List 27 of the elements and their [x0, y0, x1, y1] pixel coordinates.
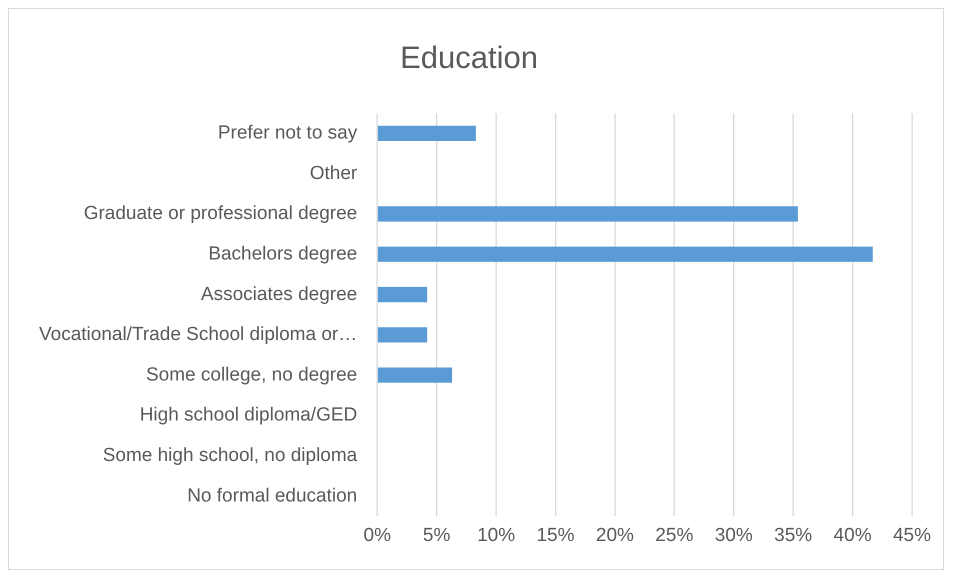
x-tick-label: 20%: [596, 524, 634, 546]
x-tick-label: 30%: [714, 524, 753, 546]
bar: [378, 286, 428, 302]
y-tick-label: No formal education: [187, 485, 358, 506]
x-tick-label: 45%: [892, 524, 932, 546]
x-tick-label: 10%: [477, 524, 516, 546]
y-tick-label: Bachelors degree: [208, 243, 358, 264]
x-tick-label: 35%: [774, 524, 812, 546]
y-tick-label: Prefer not to say: [218, 122, 358, 144]
bar: [378, 246, 873, 262]
x-tick-label: 15%: [536, 524, 575, 546]
y-tick-label: Other: [310, 162, 358, 184]
chart-title: Education: [400, 40, 538, 76]
y-tick-label: High school diploma/GED: [140, 404, 358, 426]
bar: [378, 206, 798, 222]
y-tick-label: Some college, no degree: [146, 364, 358, 386]
bar: [378, 327, 428, 343]
bar: [378, 126, 476, 142]
x-tick-label: 5%: [422, 524, 450, 546]
x-tick-label: 0%: [364, 524, 392, 546]
y-tick-label: Graduate or professional degree: [84, 203, 358, 224]
y-tick-label: Associates degree: [200, 284, 358, 305]
y-tick-label: Vocational/Trade School diploma or…: [39, 324, 358, 346]
x-tick-label: 25%: [655, 524, 694, 546]
x-tick-label: 40%: [834, 524, 872, 546]
bar: [378, 367, 452, 383]
y-tick-label: Some high school, no diploma: [102, 444, 358, 466]
